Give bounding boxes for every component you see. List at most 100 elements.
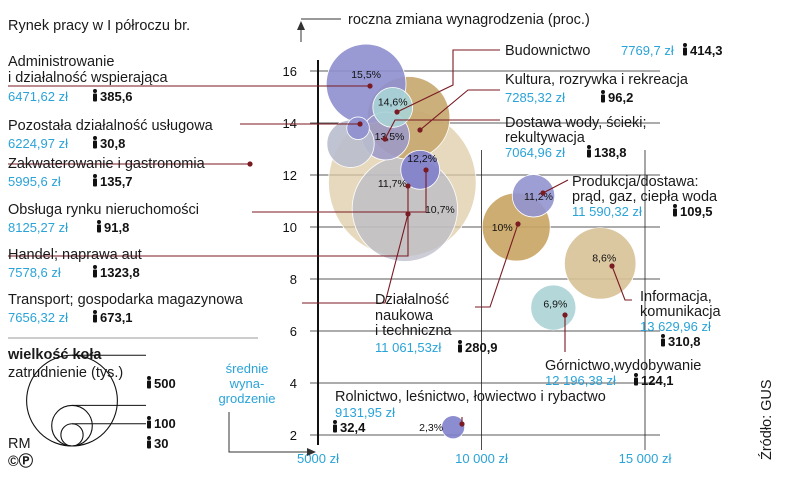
person-icon-body bbox=[147, 420, 151, 429]
label-informacja-1: komunikacja bbox=[640, 304, 722, 320]
leader-dot bbox=[417, 127, 423, 133]
bubble-energia bbox=[511, 174, 556, 218]
employment-dostawa_wody-group: 138,8 bbox=[587, 145, 627, 160]
leader-dot bbox=[382, 136, 388, 142]
leader-dot bbox=[247, 161, 253, 167]
employment-handel-group: 1323,8 bbox=[93, 265, 140, 280]
employment-gornictwo: 124,1 bbox=[641, 373, 674, 388]
y-tick-label: 12 bbox=[283, 168, 297, 183]
employment-pozostala-group: 30,8 bbox=[93, 136, 125, 151]
leader-line bbox=[419, 89, 500, 131]
label-nauka-1: naukowa bbox=[375, 308, 434, 324]
label-dostawa_wody-1: rekultywacja bbox=[505, 130, 586, 146]
employment-rolnictwo: 32,4 bbox=[340, 420, 366, 435]
label-obsluga_nieruchomosci-0: Obsługa rynku nieruchomości bbox=[8, 202, 199, 218]
bubble-pct-obsluga_nieruchomosci: 12,2% bbox=[407, 153, 437, 165]
employment-nauka-group: 280,9 bbox=[458, 340, 498, 355]
bubble-pct-kultura: 14,6% bbox=[378, 96, 408, 108]
salary-zakwaterowanie: 5995,6 zł bbox=[8, 174, 61, 189]
source-note: Źródło: GUS bbox=[758, 379, 775, 460]
person-icon bbox=[93, 136, 97, 140]
employment-budownictwo-group: 414,3 bbox=[683, 43, 723, 58]
person-icon bbox=[97, 220, 101, 224]
label-dostawa_wody-0: Dostawa wody, ścieki; bbox=[505, 115, 647, 131]
leader-dot bbox=[357, 121, 363, 127]
salary-kultura: 7285,32 zł bbox=[505, 90, 565, 105]
y-tick-label: 2 bbox=[290, 428, 297, 443]
person-icon bbox=[333, 420, 337, 424]
person-icon bbox=[661, 334, 665, 338]
leader-dot bbox=[405, 211, 411, 217]
person-icon bbox=[683, 43, 687, 47]
employment-energia: 109,5 bbox=[680, 204, 713, 219]
person-icon bbox=[458, 340, 462, 344]
x-tick-label: 5000 zł bbox=[297, 451, 339, 466]
person-icon-body bbox=[661, 338, 665, 347]
bubble-pct-energia: 11,2% bbox=[524, 191, 553, 203]
employment-energia-group: 109,5 bbox=[673, 204, 713, 219]
legend-label-100-group: 100 bbox=[147, 416, 176, 431]
copyright: ©Ⓟ bbox=[8, 452, 34, 470]
person-icon bbox=[147, 376, 151, 380]
leader-dot bbox=[540, 190, 546, 196]
employment-zakwaterowanie: 135,7 bbox=[100, 174, 133, 189]
employment-obsluga_nieruchomosci-group: 91,8 bbox=[97, 220, 129, 235]
bubble-kultura bbox=[372, 87, 414, 128]
person-icon bbox=[93, 310, 97, 314]
leader-line bbox=[611, 265, 632, 301]
bubble-pct-informacja: 8,6% bbox=[592, 252, 616, 264]
leader-line bbox=[384, 119, 500, 140]
bubble-pct-nauka: 10% bbox=[492, 222, 513, 234]
employment-kultura: 96,2 bbox=[608, 90, 633, 105]
label-nauka-0: Działalność bbox=[375, 292, 449, 308]
legend-circle-100 bbox=[51, 404, 93, 447]
x-axis-label-line: grodzenie bbox=[218, 391, 275, 406]
employment-rolnictwo-group: 32,4 bbox=[333, 420, 366, 435]
person-icon bbox=[93, 174, 97, 178]
x-axis-label-line: wyna- bbox=[229, 376, 265, 391]
salary-informacja: 13 629,96 zł bbox=[640, 319, 711, 334]
leader-dot bbox=[423, 167, 429, 173]
x-axis-arrowhead bbox=[307, 448, 316, 456]
bubble-pct-handel: 11,7% bbox=[378, 178, 407, 190]
legend-label-100: 100 bbox=[154, 416, 176, 431]
employment-budownictwo: 414,3 bbox=[690, 43, 723, 58]
employment-nauka: 280,9 bbox=[465, 340, 498, 355]
label-rolnictwo-0: Rolnictwo, leśnictwo, łowiectwo i rybact… bbox=[335, 389, 606, 405]
person-icon-body bbox=[333, 424, 337, 433]
leader-dot bbox=[609, 263, 615, 269]
salary-nauka: 11 061,53zł bbox=[375, 340, 441, 355]
bubble-pct-gornictwo: 6,9% bbox=[543, 299, 567, 311]
person-icon-body bbox=[601, 94, 605, 103]
salary-rolnictwo: 9131,95 zł bbox=[335, 405, 395, 420]
bubble-obsluga_nieruchomosci bbox=[400, 149, 441, 190]
label-gornictwo-0: Górnictwo,wydobywanie bbox=[545, 358, 701, 374]
employment-handel: 1323,8 bbox=[100, 265, 140, 280]
legend-label-500: 500 bbox=[154, 376, 176, 391]
y-tick-label: 6 bbox=[290, 324, 297, 339]
leader-dot bbox=[394, 109, 400, 115]
person-icon-body bbox=[93, 269, 97, 278]
leader-line bbox=[302, 213, 409, 304]
x-axis-label-bracket bbox=[228, 412, 308, 453]
label-energia-1: prąd, gaz, ciepła woda bbox=[572, 189, 718, 205]
bubble-pct-administracja: 15,5% bbox=[351, 69, 381, 81]
person-icon bbox=[93, 265, 97, 269]
salary-gornictwo: 12 196,38 zł bbox=[545, 373, 616, 388]
y-tick-label: 4 bbox=[290, 376, 297, 391]
employment-administracja-group: 385,6 bbox=[93, 89, 133, 104]
employment-pozostala: 30,8 bbox=[100, 136, 125, 151]
person-icon bbox=[587, 145, 591, 149]
legend-label-30: 30 bbox=[154, 436, 168, 451]
person-icon-body bbox=[683, 47, 687, 56]
leader-line bbox=[542, 179, 569, 194]
person-icon-body bbox=[634, 377, 638, 386]
salary-pozostala: 6224,97 zł bbox=[8, 136, 68, 151]
salary-handel: 7578,6 zł bbox=[8, 265, 61, 280]
bubble-pct-rolnictwo: 2,3% bbox=[419, 422, 443, 434]
employment-kultura-group: 96,2 bbox=[601, 90, 633, 105]
employment-dostawa_wody: 138,8 bbox=[594, 145, 627, 160]
person-icon-body bbox=[93, 178, 97, 187]
employment-gornictwo-group: 124,1 bbox=[634, 373, 674, 388]
person-icon-body bbox=[147, 380, 151, 389]
